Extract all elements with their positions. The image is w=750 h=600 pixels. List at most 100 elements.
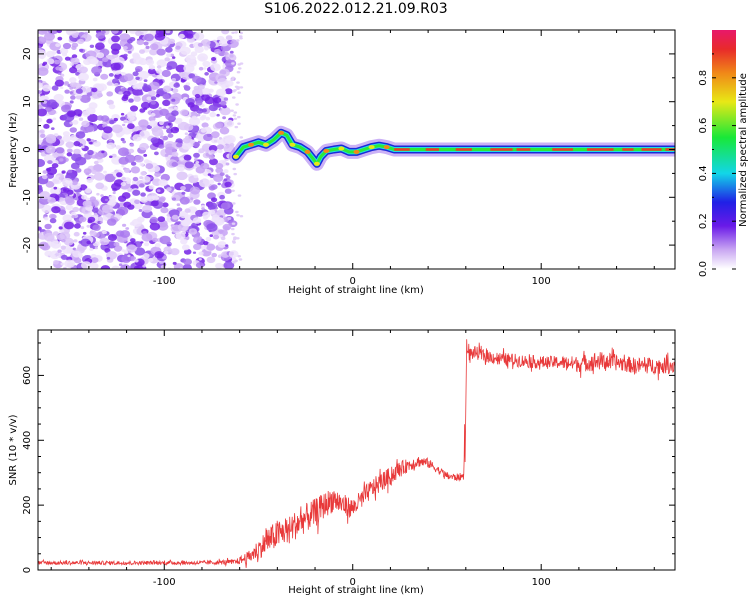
noise-blob bbox=[51, 127, 55, 130]
noise-blob bbox=[47, 160, 53, 165]
noise-blob bbox=[38, 185, 43, 191]
noise-blob bbox=[195, 166, 205, 174]
noise-blob bbox=[56, 233, 65, 241]
noise-blob bbox=[78, 117, 84, 121]
noise-blob bbox=[176, 142, 183, 148]
noise-blob bbox=[129, 37, 136, 42]
noise-blob bbox=[193, 243, 202, 251]
noise-blob bbox=[166, 214, 170, 217]
noise-blob bbox=[165, 125, 170, 129]
noise-blob bbox=[133, 265, 140, 269]
noise-blob bbox=[213, 216, 225, 226]
noise-blob bbox=[208, 179, 215, 184]
colorbar-tick-label: 0.4 bbox=[698, 165, 709, 181]
noise-blob bbox=[96, 192, 100, 196]
noise-blob bbox=[152, 237, 159, 243]
noise-blob bbox=[211, 197, 218, 203]
noise-blob bbox=[210, 63, 221, 72]
noise-blob bbox=[72, 247, 77, 251]
x-tick-label: -100 bbox=[153, 276, 176, 287]
noise-blob bbox=[116, 172, 123, 178]
noise-blob bbox=[53, 186, 58, 190]
noise-blob bbox=[146, 96, 152, 101]
noise-blob bbox=[69, 127, 78, 133]
noise-blob bbox=[83, 168, 92, 175]
noise-blob bbox=[47, 208, 53, 212]
noise-blob bbox=[137, 136, 142, 141]
noise-blob bbox=[232, 96, 236, 99]
noise-blob bbox=[186, 33, 194, 39]
noise-blob bbox=[142, 253, 150, 259]
noise-blob bbox=[163, 121, 173, 129]
noise-blob bbox=[183, 64, 195, 73]
noise-blob bbox=[230, 109, 234, 112]
noise-blob bbox=[182, 264, 192, 269]
noise-blob bbox=[73, 239, 78, 243]
noise-blob bbox=[225, 174, 229, 177]
noise-blob bbox=[44, 32, 55, 41]
noise-blob bbox=[82, 200, 92, 208]
noise-blob bbox=[139, 183, 145, 188]
noise-blob bbox=[215, 167, 224, 174]
noise-blob bbox=[122, 123, 126, 127]
noise-blob bbox=[224, 134, 236, 144]
snr-frame bbox=[37, 329, 676, 571]
noise-blob bbox=[237, 194, 242, 197]
noise-blob bbox=[170, 126, 180, 134]
x-tick-label: 0 bbox=[350, 577, 356, 588]
noise-blob bbox=[149, 43, 159, 50]
noise-blob bbox=[203, 133, 213, 142]
noise-blob bbox=[132, 189, 141, 196]
noise-blob bbox=[143, 153, 148, 157]
noise-blob bbox=[236, 237, 240, 240]
noise-blob bbox=[177, 121, 189, 131]
noise-blob bbox=[67, 169, 73, 174]
noise-blob bbox=[194, 93, 201, 99]
noise-blob bbox=[150, 137, 159, 144]
noise-blob bbox=[57, 249, 62, 253]
noise-blob bbox=[75, 168, 82, 173]
noise-blob bbox=[207, 173, 212, 176]
noise-blob bbox=[202, 60, 211, 68]
noise-blob bbox=[236, 39, 240, 42]
noise-blob bbox=[81, 261, 92, 269]
noise-blob bbox=[60, 73, 65, 77]
noise-blob bbox=[50, 240, 62, 249]
noise-blob bbox=[206, 256, 216, 264]
noise-blob bbox=[211, 57, 217, 61]
noise-blob bbox=[158, 107, 162, 110]
noise-blob bbox=[232, 114, 237, 117]
noise-blob bbox=[89, 44, 95, 48]
noise-blob bbox=[171, 151, 179, 157]
noise-blob bbox=[64, 259, 75, 268]
noise-blob bbox=[155, 94, 160, 98]
noise-blob bbox=[158, 144, 165, 149]
noise-blob bbox=[150, 100, 156, 105]
ridge-hotspot bbox=[232, 154, 239, 159]
noise-blob bbox=[152, 127, 164, 137]
noise-blob bbox=[224, 188, 232, 194]
noise-blob bbox=[47, 197, 56, 204]
noise-blob bbox=[237, 255, 241, 258]
noise-blob bbox=[137, 85, 143, 90]
noise-blob bbox=[184, 132, 189, 135]
noise-blob bbox=[138, 209, 143, 212]
noise-blob bbox=[239, 215, 244, 218]
noise-blob bbox=[237, 122, 241, 125]
noise-blob bbox=[61, 178, 73, 187]
noise-blob bbox=[157, 216, 166, 223]
noise-blob bbox=[127, 254, 131, 258]
noise-blob bbox=[133, 56, 144, 65]
noise-blob bbox=[234, 125, 239, 129]
noise-blob bbox=[87, 149, 94, 156]
noise-blob bbox=[121, 192, 131, 199]
noise-blob bbox=[40, 133, 46, 138]
noise-blob bbox=[231, 76, 235, 80]
noise-blob bbox=[91, 207, 99, 213]
noise-blob bbox=[232, 167, 237, 171]
noise-blob bbox=[220, 100, 227, 106]
noise-blob bbox=[57, 135, 62, 140]
snr-y-label: SNR (10 * v/v) bbox=[8, 414, 19, 485]
noise-blob bbox=[103, 126, 113, 134]
noise-blob bbox=[113, 242, 120, 247]
